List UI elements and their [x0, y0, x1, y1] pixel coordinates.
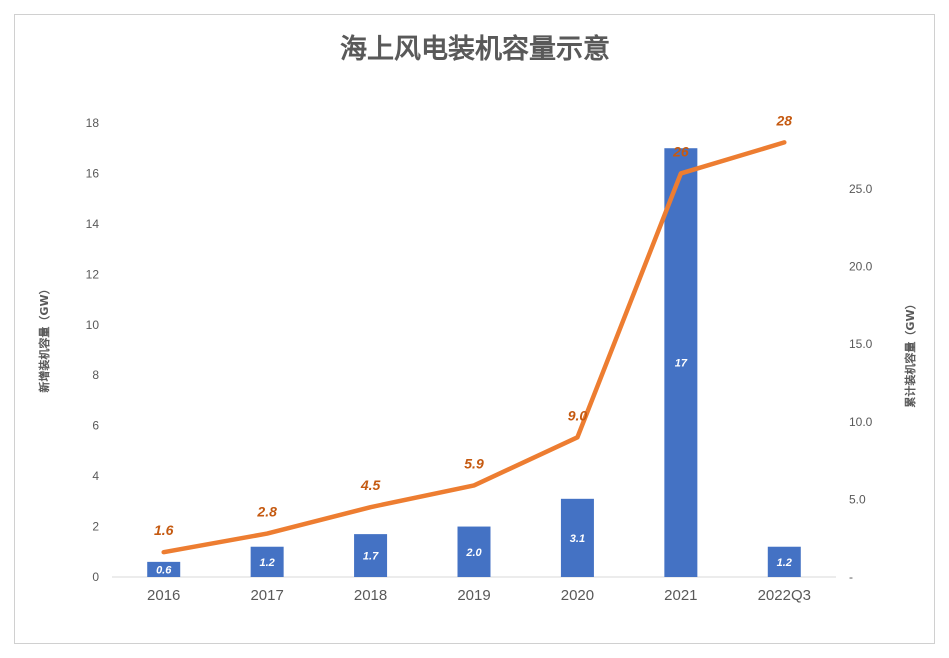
y-axis-ticks: 0 2 4 6 8 10 12 14 16 18 — [86, 116, 100, 584]
y2-tick-label: 10.0 — [849, 415, 873, 429]
x-tick-label: 2021 — [664, 587, 697, 604]
y2-axis-ticks: - 5.0 10.0 15.0 20.0 25.0 — [849, 182, 873, 584]
y-axis-label: 新增装机容量（GW） — [37, 283, 51, 392]
y-tick-label: 10 — [86, 318, 100, 332]
x-tick-label: 2019 — [457, 587, 490, 604]
bar-data-label: 1.2 — [259, 557, 274, 569]
x-axis-ticks: 2016 2017 2018 2019 2020 2021 2022Q3 — [147, 587, 811, 604]
line-data-label: 1.6 — [154, 522, 174, 538]
y-tick-label: 6 — [92, 419, 99, 433]
y-tick-label: 8 — [92, 368, 99, 382]
chart-title: 海上风电装机容量示意 — [340, 33, 610, 65]
bar-data-label: 0.6 — [156, 564, 172, 576]
y2-tick-label: 15.0 — [849, 337, 873, 351]
bar-data-label: 3.1 — [570, 533, 585, 545]
bar-data-label: 17 — [675, 358, 688, 370]
line-data-label: 28 — [775, 112, 792, 128]
bar-data-label: 1.2 — [777, 557, 792, 569]
y-tick-label: 4 — [92, 469, 99, 483]
y-tick-label: 2 — [92, 520, 99, 534]
y2-tick-label: - — [849, 570, 853, 584]
y2-axis-label: 累计装机容量（GW） — [903, 298, 917, 407]
y-tick-label: 16 — [86, 166, 100, 180]
x-tick-label: 2016 — [147, 587, 180, 604]
line-data-label: 9.0 — [568, 407, 588, 423]
bar — [354, 534, 388, 577]
x-tick-label: 2020 — [561, 587, 594, 604]
line-data-label: 4.5 — [360, 477, 381, 493]
y-tick-label: 18 — [86, 116, 100, 130]
y-tick-label: 12 — [86, 267, 100, 281]
bar — [560, 498, 594, 577]
line-data-label: 5.9 — [464, 455, 484, 471]
y2-tick-label: 25.0 — [849, 182, 873, 196]
bar-data-label: 2.0 — [465, 547, 482, 559]
bar — [767, 546, 801, 577]
bar — [457, 526, 491, 577]
bar — [664, 148, 698, 577]
line-data-label: 26 — [672, 143, 689, 159]
line-series: 1.6 2.8 4.5 5.9 9.0 26 28 — [154, 112, 792, 555]
bar-series: 0.6 1.2 1.7 2.0 3.1 17 1.2 — [147, 148, 801, 577]
bar — [250, 546, 284, 577]
x-tick-label: 2018 — [354, 587, 387, 604]
x-tick-label: 2017 — [250, 587, 283, 604]
bar — [147, 561, 181, 577]
x-tick-label: 2022Q3 — [758, 587, 811, 604]
y2-tick-label: 20.0 — [849, 260, 873, 274]
y2-tick-label: 5.0 — [849, 492, 866, 506]
line-data-label: 2.8 — [256, 504, 277, 520]
bar-data-label: 1.7 — [363, 551, 379, 563]
y-tick-label: 14 — [86, 217, 100, 231]
y-tick-label: 0 — [92, 570, 99, 584]
